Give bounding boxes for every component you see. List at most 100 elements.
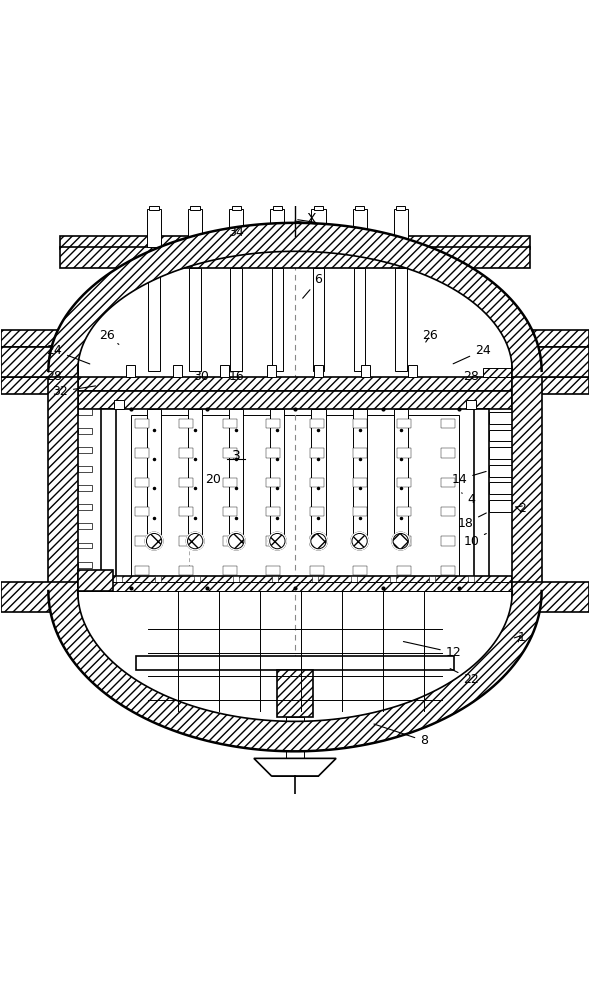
Bar [277, 670, 313, 717]
Bar [222, 566, 237, 575]
Bar [489, 412, 512, 424]
Text: 24: 24 [47, 344, 90, 364]
Circle shape [310, 532, 327, 550]
Bar [147, 409, 161, 541]
Text: 16: 16 [228, 370, 244, 383]
Bar [397, 536, 411, 546]
Bar [78, 543, 93, 548]
Bar [78, 562, 93, 568]
Bar [78, 447, 93, 453]
Bar [78, 428, 93, 434]
Circle shape [392, 532, 409, 550]
Circle shape [270, 533, 285, 549]
Text: 20: 20 [205, 473, 221, 486]
Text: 24: 24 [453, 344, 491, 364]
Text: 6: 6 [303, 273, 322, 298]
Bar [188, 409, 202, 541]
Text: 22: 22 [450, 669, 479, 686]
Bar [310, 566, 324, 575]
Bar [155, 576, 161, 591]
Polygon shape [254, 758, 336, 776]
Text: 8: 8 [374, 724, 428, 747]
Bar [130, 415, 460, 579]
Bar [397, 448, 411, 458]
Bar [512, 365, 542, 374]
Bar [1, 330, 60, 347]
Circle shape [351, 532, 368, 550]
Bar [173, 365, 182, 377]
Bar [233, 576, 239, 591]
Polygon shape [1, 582, 78, 612]
Bar [60, 236, 530, 249]
Bar [530, 330, 589, 347]
Bar [222, 448, 237, 458]
Polygon shape [48, 591, 542, 751]
Circle shape [351, 532, 368, 550]
Bar [266, 507, 280, 516]
Bar [353, 478, 368, 487]
Bar [266, 448, 280, 458]
Bar [267, 365, 276, 377]
Bar [397, 419, 411, 428]
Bar [273, 206, 282, 210]
Bar [441, 419, 455, 428]
Bar [312, 409, 326, 541]
Bar [441, 507, 455, 516]
Bar [489, 430, 512, 441]
Bar [286, 717, 304, 758]
Bar [474, 409, 489, 588]
Bar [271, 268, 283, 371]
Circle shape [228, 532, 245, 550]
Text: 26: 26 [422, 329, 438, 342]
Bar [230, 209, 243, 247]
Bar [467, 400, 476, 409]
Bar [222, 478, 237, 487]
Bar [353, 409, 366, 541]
Bar [179, 536, 193, 546]
Bar [266, 566, 280, 575]
Text: 34: 34 [228, 226, 244, 239]
Polygon shape [512, 582, 589, 612]
Text: 32: 32 [53, 385, 96, 398]
Circle shape [393, 533, 408, 549]
Bar [78, 576, 512, 591]
Bar [179, 448, 193, 458]
Polygon shape [48, 223, 542, 371]
Bar [179, 419, 193, 428]
Bar [101, 409, 116, 588]
Bar [266, 478, 280, 487]
Bar [489, 447, 512, 459]
Text: 2: 2 [518, 502, 526, 515]
Bar [78, 485, 93, 491]
Bar [360, 365, 370, 377]
Bar [441, 478, 455, 487]
Circle shape [186, 532, 204, 550]
Text: 12: 12 [404, 642, 461, 659]
Bar [353, 209, 366, 247]
Bar [270, 409, 284, 541]
Bar [78, 523, 93, 529]
Bar [222, 419, 237, 428]
Bar [126, 365, 135, 377]
Bar [530, 377, 589, 394]
Text: 26: 26 [99, 329, 119, 344]
Bar [483, 368, 512, 377]
Bar [136, 656, 454, 670]
Bar [147, 209, 161, 247]
Bar [441, 536, 455, 546]
Bar [310, 448, 324, 458]
Bar [429, 576, 435, 591]
Bar [179, 507, 193, 516]
Text: 28: 28 [463, 370, 479, 383]
Bar [394, 409, 408, 541]
Circle shape [268, 532, 286, 550]
Bar [355, 206, 364, 210]
Circle shape [310, 532, 327, 550]
Bar [353, 507, 368, 516]
Bar [353, 566, 368, 575]
Bar [396, 206, 405, 210]
Bar [191, 206, 200, 210]
Bar [270, 209, 284, 247]
Bar [312, 576, 317, 591]
Bar [489, 500, 512, 512]
